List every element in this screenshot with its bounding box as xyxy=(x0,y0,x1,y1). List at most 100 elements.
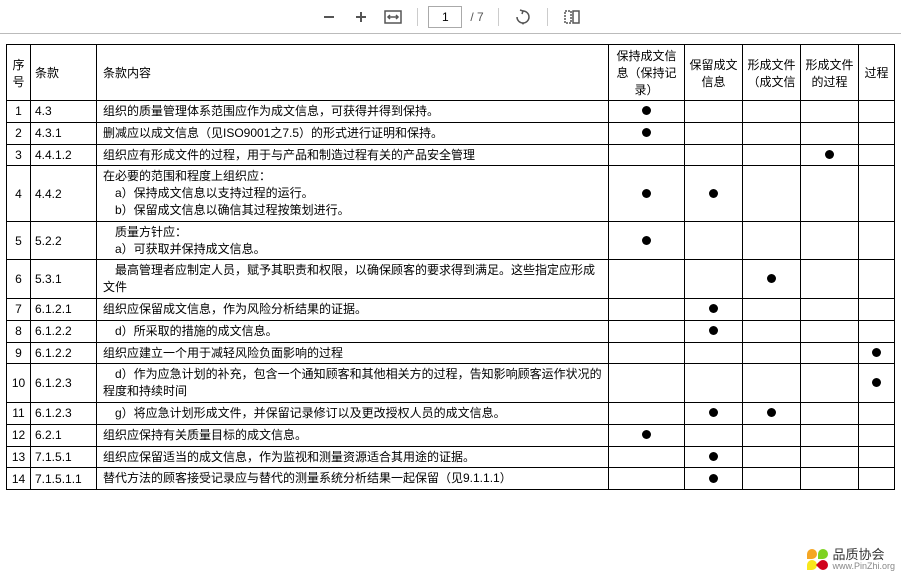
cell-clause: 5.2.2 xyxy=(31,221,97,260)
fit-width-button[interactable] xyxy=(379,3,407,31)
zoom-out-button[interactable] xyxy=(315,3,343,31)
cell-mark xyxy=(685,221,743,260)
cell-content: 组织应保留适当的成文信息，作为监视和测量资源适合其用途的证据。 xyxy=(97,446,609,468)
cell-content: 删减应以成文信息（见ISO9001之7.5）的形式进行证明和保持。 xyxy=(97,122,609,144)
header-content: 条款内容 xyxy=(97,45,609,101)
page-view-button[interactable] xyxy=(558,3,586,31)
cell-mark xyxy=(859,122,895,144)
cell-mark xyxy=(685,364,743,403)
cell-mark xyxy=(801,144,859,166)
cell-index: 5 xyxy=(7,221,31,260)
rotate-button[interactable] xyxy=(509,3,537,31)
cell-index: 9 xyxy=(7,342,31,364)
cell-mark xyxy=(743,468,801,490)
cell-mark xyxy=(609,364,685,403)
page-number-input[interactable] xyxy=(428,6,462,28)
cell-mark xyxy=(859,364,895,403)
cell-clause: 4.4.2 xyxy=(31,166,97,221)
cell-mark xyxy=(801,446,859,468)
cell-mark xyxy=(859,221,895,260)
cell-mark xyxy=(801,260,859,299)
cell-clause: 6.1.2.2 xyxy=(31,342,97,364)
cell-mark xyxy=(859,402,895,424)
cell-mark xyxy=(859,144,895,166)
cell-clause: 5.3.1 xyxy=(31,260,97,299)
cell-index: 14 xyxy=(7,468,31,490)
cell-clause: 4.3.1 xyxy=(31,122,97,144)
table-row: 116.1.2.3 g）将应急计划形成文件，并保留记录修订以及更改授权人员的成文… xyxy=(7,402,895,424)
table-row: 137.1.5.1组织应保留适当的成文信息，作为监视和测量资源适合其用途的证据。 xyxy=(7,446,895,468)
header-col2: 保留成文信息 xyxy=(685,45,743,101)
cell-mark xyxy=(801,364,859,403)
bullet-dot-icon xyxy=(642,106,651,115)
bullet-dot-icon xyxy=(825,150,834,159)
watermark: 品质协会 www.PinZhi.org xyxy=(804,547,897,573)
document-page: 序号 条款 条款内容 保持成文信息（保持记录） 保留成文信息 形成文件（成文信 … xyxy=(0,34,901,490)
table-row: 14.3组织的质量管理体系范围应作为成文信息，可获得并得到保持。 xyxy=(7,101,895,123)
cell-mark xyxy=(859,468,895,490)
cell-mark xyxy=(609,144,685,166)
header-index: 序号 xyxy=(7,45,31,101)
cell-content: 替代方法的顾客接受记录应与替代的测量系统分析结果一起保留（见9.1.1.1） xyxy=(97,468,609,490)
table-row: 106.1.2.3 d）作为应急计划的补充，包含一个通知顾客和其他相关方的过程，… xyxy=(7,364,895,403)
cell-mark xyxy=(859,166,895,221)
bullet-dot-icon xyxy=(642,430,651,439)
cell-clause: 6.1.2.3 xyxy=(31,402,97,424)
cell-index: 8 xyxy=(7,320,31,342)
cell-mark xyxy=(609,468,685,490)
cell-clause: 6.2.1 xyxy=(31,424,97,446)
cell-mark xyxy=(743,298,801,320)
cell-mark xyxy=(859,342,895,364)
cell-clause: 4.4.1.2 xyxy=(31,144,97,166)
table-row: 55.2.2 质量方针应： a）可获取并保持成文信息。 xyxy=(7,221,895,260)
cell-mark xyxy=(801,468,859,490)
cell-content: 组织应保留成文信息，作为风险分析结果的证据。 xyxy=(97,298,609,320)
cell-mark xyxy=(609,122,685,144)
header-col4: 形成文件的过程 xyxy=(801,45,859,101)
cell-mark xyxy=(685,468,743,490)
cell-mark xyxy=(609,320,685,342)
cell-content: 组织的质量管理体系范围应作为成文信息，可获得并得到保持。 xyxy=(97,101,609,123)
cell-mark xyxy=(609,446,685,468)
cell-mark xyxy=(801,320,859,342)
cell-mark xyxy=(685,122,743,144)
cell-clause: 6.1.2.2 xyxy=(31,320,97,342)
cell-mark xyxy=(743,166,801,221)
cell-mark xyxy=(743,122,801,144)
cell-content: 最高管理者应制定人员，赋予其职责和权限，以确保顾客的要求得到满足。这些指定应形成… xyxy=(97,260,609,299)
bullet-dot-icon xyxy=(767,408,776,417)
table-row: 65.3.1 最高管理者应制定人员，赋予其职责和权限，以确保顾客的要求得到满足。… xyxy=(7,260,895,299)
cell-mark xyxy=(801,298,859,320)
cell-mark xyxy=(685,320,743,342)
cell-mark xyxy=(609,342,685,364)
bullet-dot-icon xyxy=(642,128,651,137)
table-header-row: 序号 条款 条款内容 保持成文信息（保持记录） 保留成文信息 形成文件（成文信 … xyxy=(7,45,895,101)
bullet-dot-icon xyxy=(642,189,651,198)
cell-mark xyxy=(685,402,743,424)
cell-mark xyxy=(685,101,743,123)
cell-mark xyxy=(743,342,801,364)
cell-mark xyxy=(743,446,801,468)
cell-mark xyxy=(685,166,743,221)
cell-mark xyxy=(743,221,801,260)
cell-mark xyxy=(609,221,685,260)
cell-mark xyxy=(685,298,743,320)
cell-mark xyxy=(743,260,801,299)
pdf-toolbar: / 7 xyxy=(0,0,901,34)
table-row: 24.3.1删减应以成文信息（见ISO9001之7.5）的形式进行证明和保持。 xyxy=(7,122,895,144)
cell-clause: 4.3 xyxy=(31,101,97,123)
cell-content: 在必要的范围和程度上组织应： a）保持成文信息以支持过程的运行。 b）保留成文信… xyxy=(97,166,609,221)
cell-mark xyxy=(859,298,895,320)
zoom-in-button[interactable] xyxy=(347,3,375,31)
cell-mark xyxy=(743,320,801,342)
table-row: 44.4.2在必要的范围和程度上组织应： a）保持成文信息以支持过程的运行。 b… xyxy=(7,166,895,221)
cell-mark xyxy=(801,402,859,424)
cell-mark xyxy=(685,424,743,446)
clauses-table: 序号 条款 条款内容 保持成文信息（保持记录） 保留成文信息 形成文件（成文信 … xyxy=(6,44,895,490)
cell-mark xyxy=(801,221,859,260)
cell-mark xyxy=(801,122,859,144)
cell-clause: 6.1.2.3 xyxy=(31,364,97,403)
cell-mark xyxy=(609,260,685,299)
cell-index: 10 xyxy=(7,364,31,403)
cell-content: 组织应有形成文件的过程，用于与产品和制造过程有关的产品安全管理 xyxy=(97,144,609,166)
